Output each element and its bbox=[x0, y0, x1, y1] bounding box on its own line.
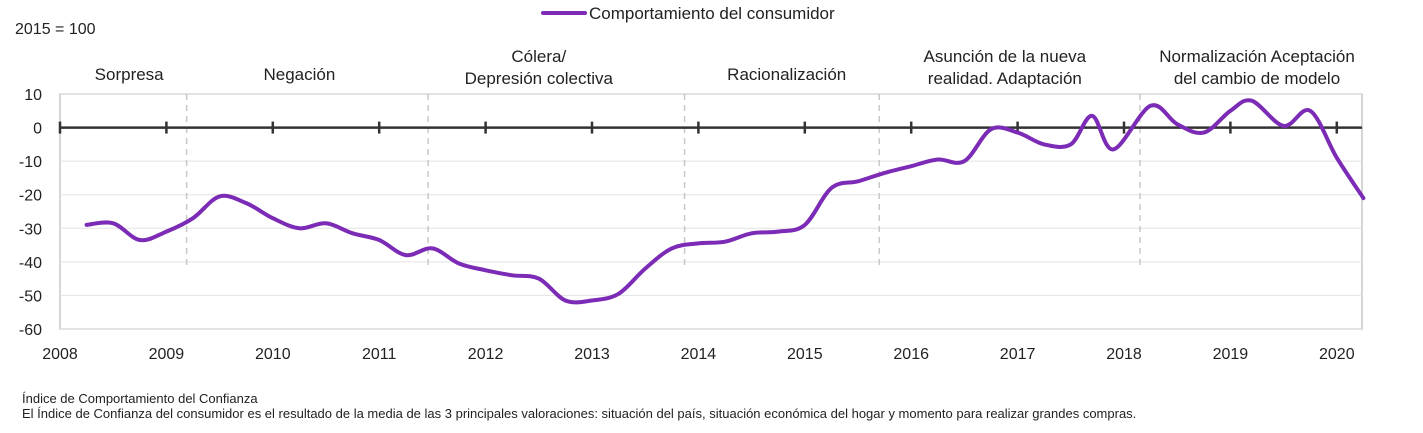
x-tick-label: 2009 bbox=[149, 346, 185, 363]
y-tick-label: -10 bbox=[19, 154, 42, 171]
x-tick-label: 2018 bbox=[1106, 346, 1142, 363]
y-tick-label: 10 bbox=[24, 87, 42, 104]
x-tick-label: 2013 bbox=[574, 346, 610, 363]
x-tick-label: 2016 bbox=[893, 346, 929, 363]
x-tick-label: 2019 bbox=[1213, 346, 1249, 363]
legend-label: Comportamiento del consumidor bbox=[589, 4, 835, 23]
x-tick-label: 2011 bbox=[362, 346, 397, 363]
x-tick-label: 2015 bbox=[787, 346, 823, 363]
phase-label: realidad. Adaptación bbox=[928, 69, 1082, 88]
y-tick-label: 0 bbox=[33, 121, 42, 138]
x-tick-label: 2012 bbox=[468, 346, 504, 363]
phase-label: del cambio de modelo bbox=[1174, 69, 1340, 88]
y-tick-label: -20 bbox=[19, 188, 42, 205]
phase-label: Sorpresa bbox=[95, 65, 165, 84]
x-tick-label: 2017 bbox=[1000, 346, 1036, 363]
y-tick-label: -60 bbox=[19, 322, 42, 339]
x-tick-label: 2020 bbox=[1319, 346, 1355, 363]
x-tick-label: 2014 bbox=[681, 346, 717, 363]
x-tick-label: 2008 bbox=[42, 346, 78, 363]
y-tick-label: -50 bbox=[19, 288, 42, 305]
footnote-text: El Índice de Confianza del consumidor es… bbox=[22, 406, 1137, 421]
plot-frame bbox=[59, 93, 1363, 330]
y-tick-label: -30 bbox=[19, 221, 42, 238]
phase-label: Negación bbox=[263, 65, 335, 84]
phase-label: Cólera/ bbox=[511, 47, 566, 66]
phase-label: Normalización Aceptación bbox=[1159, 47, 1355, 66]
y-tick-label: -40 bbox=[19, 255, 42, 272]
phase-label: Racionalización bbox=[727, 65, 846, 84]
series-line bbox=[84, 98, 1366, 305]
x-tick-label: 2010 bbox=[255, 346, 291, 363]
phase-label: Depresión colectiva bbox=[465, 69, 614, 88]
phase-label: Asunción de la nueva bbox=[924, 47, 1087, 66]
base-note: 2015 = 100 bbox=[15, 21, 96, 38]
footnote-title: Índice de Comportamiento del Confianza bbox=[22, 391, 258, 406]
